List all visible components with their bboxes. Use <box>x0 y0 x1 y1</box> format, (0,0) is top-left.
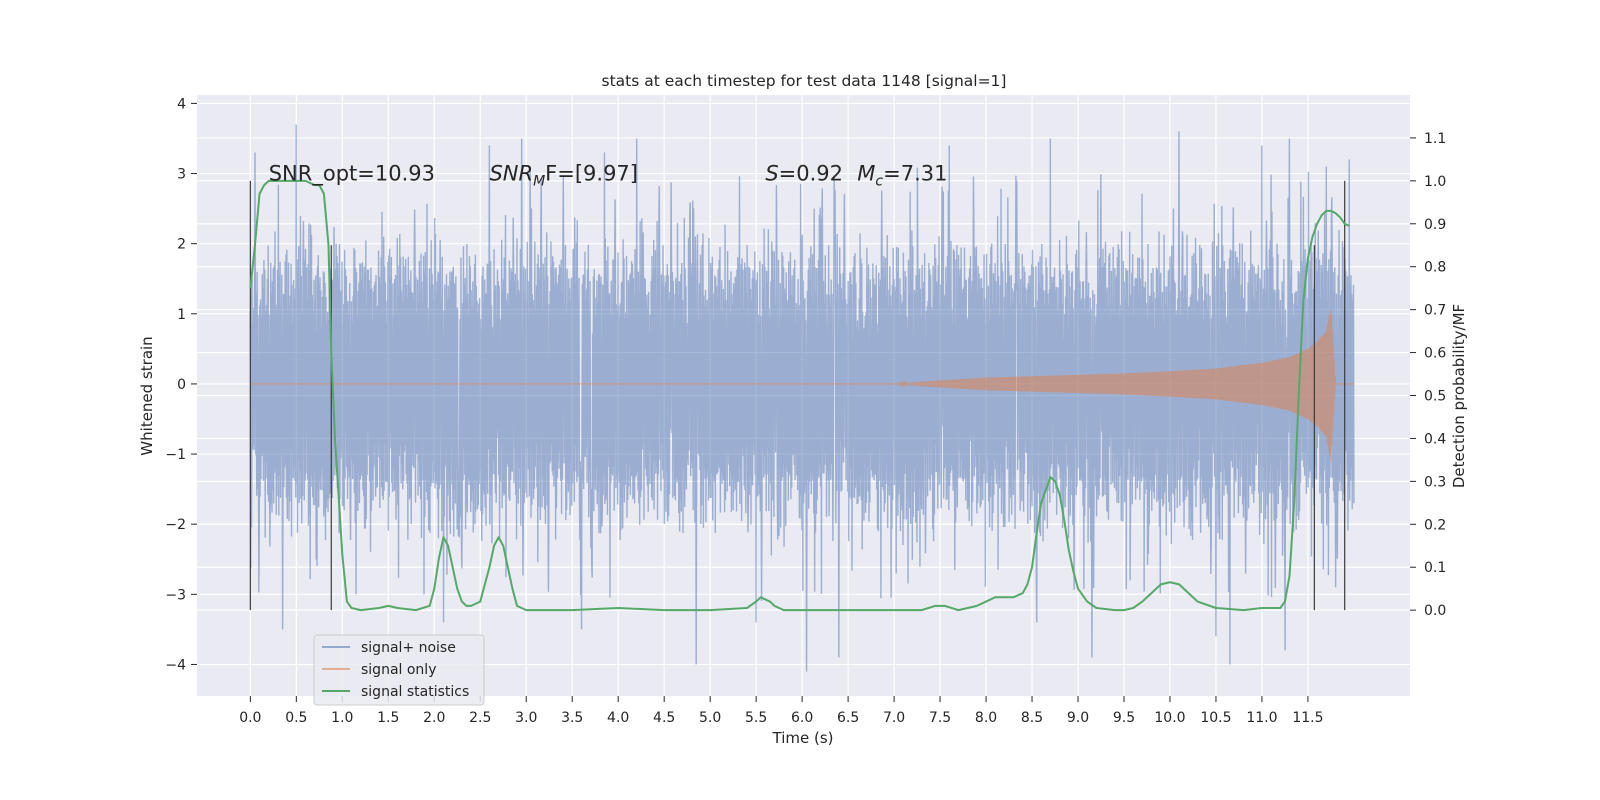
y2-tick-label: 0.4 <box>1424 431 1446 447</box>
legend: signal+ noise signal only signal statist… <box>313 634 485 706</box>
y2-tick-label: 0.0 <box>1424 603 1446 619</box>
annotation-subscript: M <box>533 174 545 190</box>
legend-box <box>313 634 485 706</box>
annotation-symbol: SNR <box>489 162 533 186</box>
signal-noise-trace <box>249 124 1355 672</box>
y2-tick-label: 0.1 <box>1424 560 1446 576</box>
annotation: S=0.92 <box>765 162 843 186</box>
x-tick-label: 9.5 <box>1113 710 1135 726</box>
y-tick-label: −1 <box>165 447 186 463</box>
y-tick-label: −3 <box>165 587 186 603</box>
y-ticks: −4 −3 −2 −1 0 1 2 3 4 <box>165 96 197 673</box>
y-tick-label: 0 <box>177 377 186 393</box>
x-tick-label: 4.0 <box>607 710 629 726</box>
y2-tick-label: 0.7 <box>1424 303 1446 319</box>
x-tick-label: 8.5 <box>1021 710 1043 726</box>
y-tick-label: 3 <box>177 167 186 183</box>
y2-ticks: 0.0 0.1 0.2 0.3 0.4 0.5 0.6 0.7 0.8 0.9 1.0 1.1 <box>1410 131 1446 619</box>
chart-title: stats at each timestep for test data 114… <box>602 72 1007 90</box>
x-tick-label: 9.0 <box>1067 710 1089 726</box>
x-tick-label: 3.5 <box>561 710 583 726</box>
annotation-value: =7.31 <box>883 162 947 186</box>
y2-tick-label: 1.0 <box>1424 174 1446 190</box>
legend-label-signal-statistics: signal statistics <box>361 684 469 700</box>
x-tick-label: 11.5 <box>1292 710 1323 726</box>
annotations: SNR_opt=10.93 SNRMF=[9.97] S=0.92 Mc=7.31 <box>269 162 948 190</box>
legend-label-signal-only: signal only <box>361 662 436 678</box>
y-tick-label: 2 <box>177 237 186 253</box>
annotation: SNRMF=[9.97] <box>489 162 638 190</box>
series-signal-noise <box>249 124 1355 672</box>
series-signal-only <box>250 309 1354 462</box>
x-tick-label: 2.0 <box>423 710 445 726</box>
x-tick-label: 7.0 <box>883 710 905 726</box>
x-axis-label: Time (s) <box>772 729 834 747</box>
y2-tick-label: 0.9 <box>1424 217 1446 233</box>
x-tick-label: 8.0 <box>975 710 997 726</box>
legend-label-signal-noise: signal+ noise <box>361 640 456 656</box>
x-tick-label: 11.0 <box>1246 710 1277 726</box>
x-ticks: 0.0 0.5 1.0 1.5 2.0 2.5 3.0 3.5 4.0 4.5 5.0 5.5 6.0 6… <box>239 696 1324 726</box>
x-tick-label: 7.5 <box>929 710 951 726</box>
y2-tick-label: 0.3 <box>1424 474 1446 490</box>
x-tick-label: 1.5 <box>377 710 399 726</box>
annotation: SNR_opt=10.93 <box>269 162 435 187</box>
x-tick-label: 5.0 <box>699 710 721 726</box>
x-tick-label: 0.5 <box>285 710 307 726</box>
y2-axis-label: Detection probability/MF <box>1450 304 1468 488</box>
annotation-value: F=[9.97] <box>545 162 638 186</box>
y2-tick-label: 1.1 <box>1424 131 1446 147</box>
series-signal-statistics <box>249 179 1350 612</box>
x-tick-label: 5.5 <box>745 710 767 726</box>
annotation-value: =0.92 <box>779 162 843 186</box>
y-tick-label: 1 <box>177 307 186 323</box>
y-tick-label: −4 <box>165 657 186 673</box>
x-tick-label: 2.5 <box>469 710 491 726</box>
x-tick-label: 10.0 <box>1154 710 1185 726</box>
annotation: Mc=7.31 <box>857 162 947 190</box>
y2-tick-label: 0.2 <box>1424 517 1446 533</box>
x-tick-label: 6.5 <box>837 710 859 726</box>
x-tick-label: 10.5 <box>1200 710 1231 726</box>
annotation-subscript: c <box>875 174 883 190</box>
x-tick-label: 0.0 <box>239 710 261 726</box>
signal-only-trace <box>250 309 1354 462</box>
x-tick-label: 6.0 <box>791 710 813 726</box>
vertical-markers <box>249 180 1346 611</box>
y-tick-label: 4 <box>177 96 186 112</box>
annotation-symbol: S <box>765 162 778 186</box>
annotation-symbol: M <box>857 162 875 186</box>
y2-tick-label: 0.8 <box>1424 260 1446 276</box>
signal-statistics-line <box>249 179 1350 612</box>
y2-tick-label: 0.6 <box>1424 346 1446 362</box>
x-tick-label: 1.0 <box>331 710 353 726</box>
x-tick-label: 4.5 <box>653 710 675 726</box>
y2-tick-label: 0.5 <box>1424 389 1446 405</box>
y-axis-label: Whitened strain <box>138 336 156 455</box>
x-tick-label: 3.0 <box>515 710 537 726</box>
y-tick-label: −2 <box>165 517 186 533</box>
